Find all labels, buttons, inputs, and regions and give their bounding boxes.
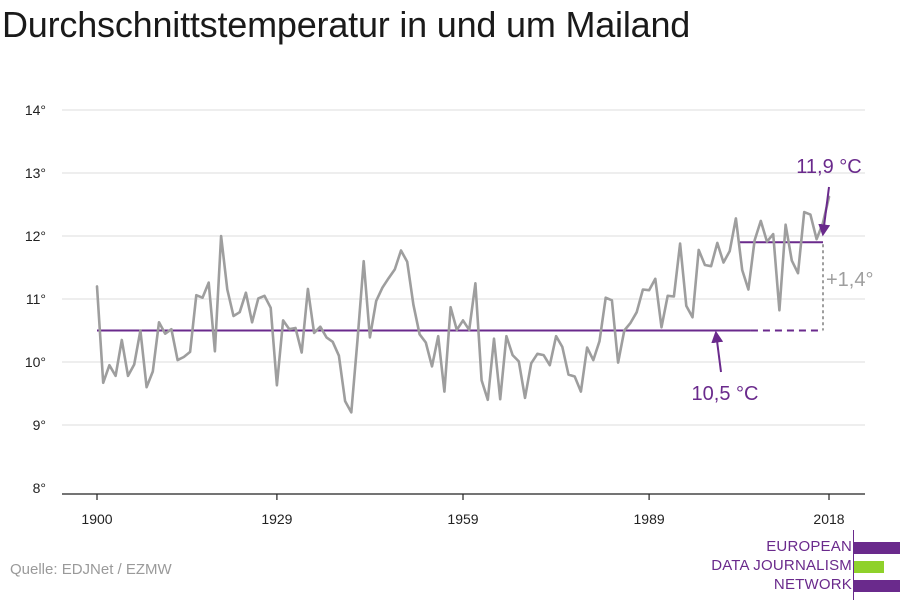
y-tick-label-9: 9°	[33, 417, 46, 433]
logo-bar-purple-top	[854, 542, 900, 554]
baseline-arrow	[711, 330, 724, 373]
recent-arrow	[818, 186, 831, 237]
x-tick-label-1959: 1959	[447, 511, 478, 527]
y-tick-label-13: 13°	[25, 165, 46, 181]
logo-bar-purple-bottom	[854, 580, 900, 592]
y-tick-label-12: 12°	[25, 228, 46, 244]
logo-line-3: NETWORK	[773, 576, 852, 593]
temperature-series	[95, 195, 831, 414]
annotations: +1,4° 10,5 °C 11,9 °C	[692, 156, 874, 405]
y-tick-label-11: 11°	[26, 291, 46, 307]
temperature-line	[95, 195, 831, 414]
logo-bar-green	[854, 561, 884, 573]
difference-label: +1,4°	[826, 269, 873, 291]
y-tick-label-8: 8°	[33, 480, 46, 496]
edjnet-logo[interactable]: EUROPEAN DATA JOURNALISM NETWORK	[690, 530, 900, 600]
reference-lines	[97, 241, 823, 332]
chart-title: Durchschnittstemperatur in und um Mailan…	[2, 4, 691, 45]
logo-line-2: DATA JOURNALISM	[711, 557, 852, 574]
x-tick-label-1989: 1989	[634, 511, 665, 527]
recent-label: 11,9 °C	[796, 156, 861, 178]
x-tick-label-1929: 1929	[261, 511, 292, 527]
logo-line-1: EUROPEAN	[766, 538, 852, 555]
x-axis: 1900 1929 1959 1989 2018	[62, 493, 865, 527]
baseline-label: 10,5 °C	[692, 383, 759, 405]
x-tick-label-2018: 2018	[813, 511, 844, 527]
y-tick-label-14: 14°	[25, 102, 46, 118]
source-note: Quelle: EDJNet / EZMW	[10, 561, 172, 578]
x-tick-label-1900: 1900	[81, 511, 112, 527]
y-tick-label-10: 10°	[25, 354, 46, 370]
y-axis-ticks: 8° 9° 10° 11° 12° 13° 14°	[25, 102, 46, 496]
logo-divider	[853, 530, 854, 600]
gridlines	[62, 109, 865, 426]
